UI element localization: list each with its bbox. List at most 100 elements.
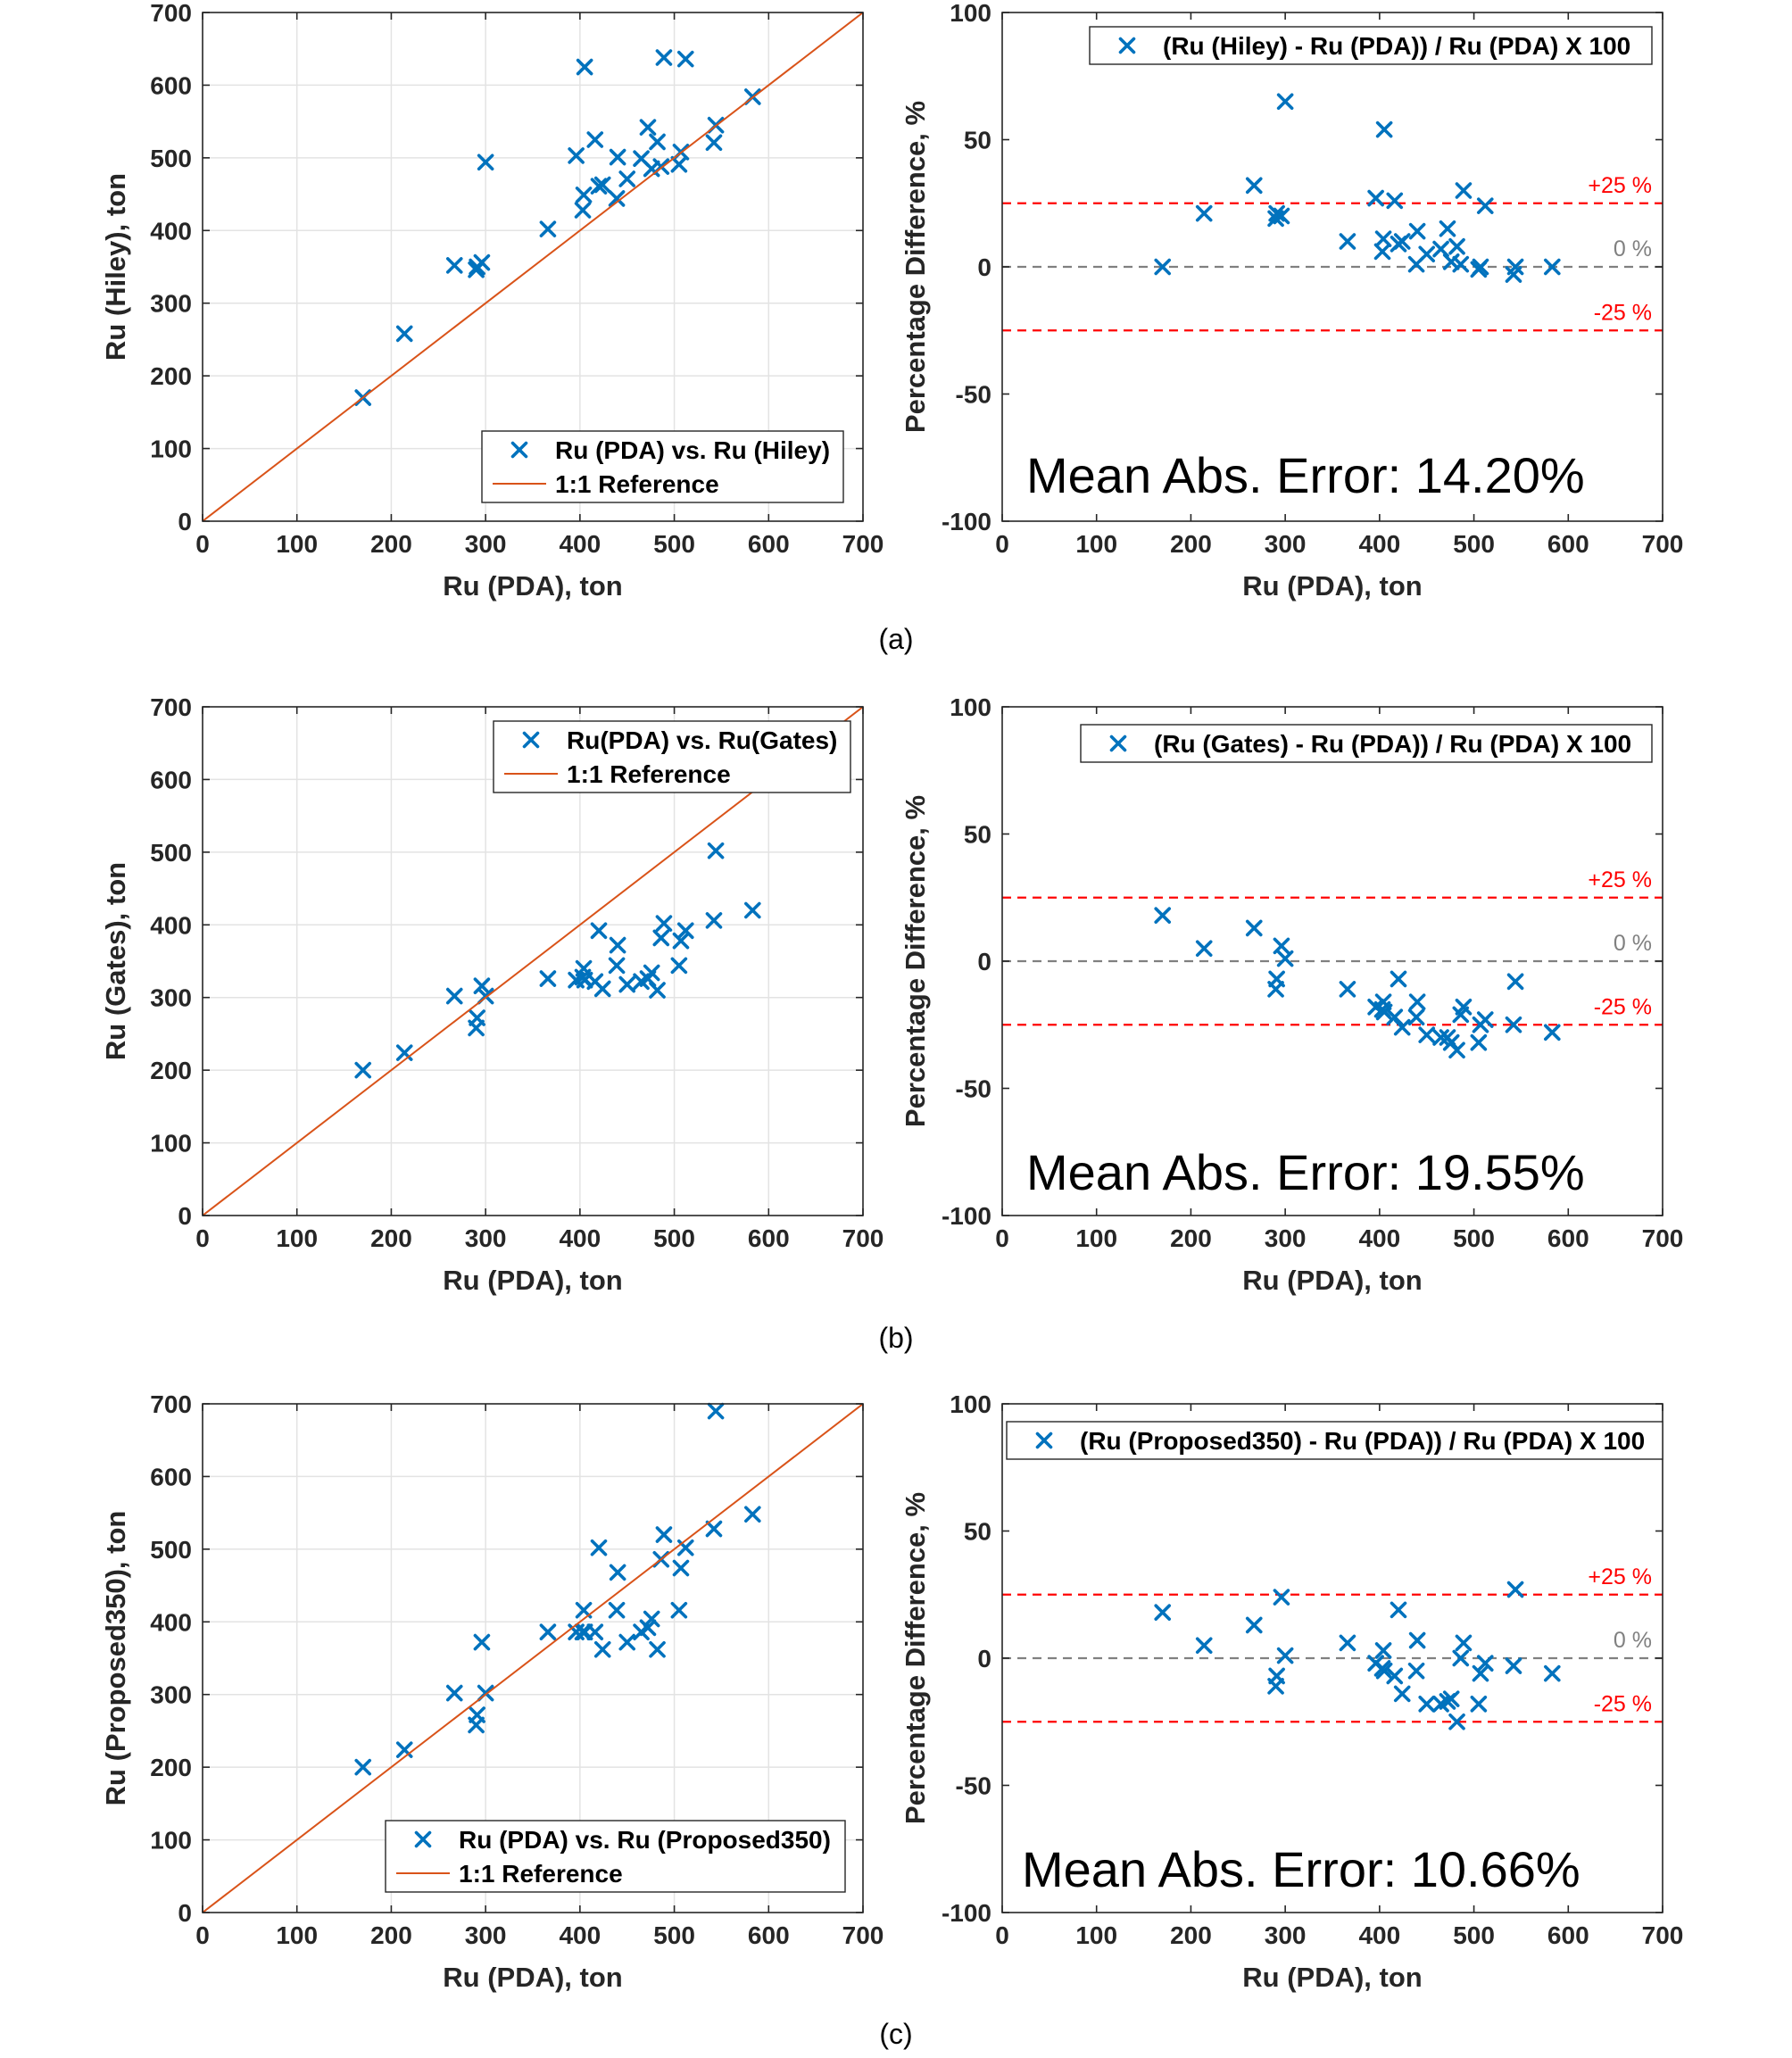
data-point: [469, 1706, 485, 1723]
legend: Ru(PDA) vs. Ru(Gates) 1:1 Reference: [493, 720, 851, 793]
y-tick-label: 50: [964, 821, 991, 849]
data-point: [539, 1623, 557, 1640]
data-point: [1506, 258, 1524, 276]
legend-box: [493, 720, 851, 793]
data-point: [1472, 258, 1489, 276]
y-tick-label: 0: [178, 1899, 192, 1927]
data-point: [1390, 1601, 1407, 1619]
x-axis-label: Ru (PDA), ton: [443, 1962, 622, 1993]
data-point: [354, 1758, 372, 1776]
y-tick-label: 400: [150, 1608, 192, 1636]
y-tick-label: 500: [150, 839, 192, 867]
legend-entry-label: 1:1 Reference: [567, 760, 731, 788]
legend-box: [1089, 26, 1653, 65]
data-point: [655, 1526, 673, 1543]
y-tick-label: 50: [964, 127, 991, 154]
x-tick-label: 600: [1547, 1224, 1589, 1252]
axes-box: [202, 12, 864, 522]
data-point: [1268, 1667, 1285, 1685]
y-tick-label: 300: [150, 984, 192, 1012]
x-tick-label: 700: [842, 530, 884, 558]
y-tick-label: 100: [150, 1130, 192, 1158]
reference-line-label: -25 %: [1594, 994, 1652, 1019]
data-point: [705, 1520, 723, 1538]
data-point: [744, 1506, 761, 1523]
data-point: [1506, 973, 1524, 991]
data-point: [1476, 1011, 1494, 1028]
y-tick-label: 200: [150, 362, 192, 390]
x-tick-label: 600: [748, 1224, 790, 1252]
data-point: [1339, 981, 1356, 998]
data-point: [1455, 1634, 1473, 1652]
data-point: [593, 980, 611, 998]
x-axis-label: Ru (PDA), ton: [1242, 1265, 1422, 1296]
y-tick-label: 700: [150, 0, 192, 27]
reference-line-label: +25 %: [1588, 173, 1652, 198]
data-point: [1506, 1581, 1524, 1598]
data-point: [609, 936, 626, 954]
data-point: [643, 1610, 660, 1628]
x-tick-label: 100: [1075, 1921, 1117, 1949]
data-point: [445, 987, 463, 1005]
data-point: [590, 1539, 608, 1556]
data-point: [1154, 258, 1172, 276]
data-point: [618, 170, 636, 187]
data-point: [593, 176, 611, 194]
reference-line-label: 0 %: [1614, 237, 1652, 261]
data-point: [576, 58, 593, 76]
x-tick-label: 500: [1453, 1224, 1495, 1252]
x-tick-label: 500: [1453, 1921, 1495, 1949]
data-point: [1408, 222, 1426, 240]
data-point: [655, 49, 673, 66]
x-tick-label: 500: [1453, 530, 1495, 558]
data-point: [1154, 907, 1172, 924]
caption-a: (a): [878, 623, 913, 655]
y-tick-label: -100: [942, 508, 991, 535]
data-point: [1472, 1664, 1489, 1682]
data-point: [1273, 207, 1290, 225]
data-point: [568, 147, 585, 164]
data-point: [1455, 999, 1473, 1016]
data-point: [1374, 1642, 1392, 1659]
data-point: [744, 901, 761, 919]
data-point: [676, 50, 694, 68]
legend-entry-label: Ru (PDA) vs. Ru (Hiley): [555, 436, 830, 464]
legend-box: [1080, 724, 1653, 763]
data-point: [609, 1564, 626, 1581]
x-tick-label: 300: [465, 1224, 507, 1252]
x-tick-label: 300: [1265, 1921, 1307, 1949]
data-point: [652, 929, 670, 947]
y-tick-label: -100: [942, 1202, 991, 1230]
data-point: [1393, 1685, 1411, 1703]
data-point: [1408, 1631, 1426, 1649]
y-tick-label: 400: [150, 911, 192, 939]
y-tick-label: 100: [150, 1827, 192, 1855]
data-point: [670, 957, 688, 975]
x-tick-label: 0: [195, 530, 210, 558]
data-point: [608, 190, 626, 207]
legend-marker-swatch: [1109, 734, 1127, 752]
reference-line-label: -25 %: [1594, 300, 1652, 325]
data-point: [1407, 1008, 1425, 1025]
data-point: [618, 975, 636, 993]
data-point: [477, 154, 494, 171]
y-tick-label: 400: [150, 217, 192, 245]
chart-b-right: +25 %0 %-25 %0 100 200 300 400 500 600 700-100-…: [900, 693, 1683, 1296]
data-point: [1154, 1604, 1172, 1621]
data-point: [1339, 233, 1356, 250]
chart-c-right: +25 %0 %-25 %0 100 200 300 400 500 600 700-100-…: [900, 1390, 1683, 1993]
mean-abs-error-annotation: Mean Abs. Error: 19.55%: [1026, 1144, 1585, 1200]
data-point: [1390, 970, 1407, 988]
x-tick-label: 0: [995, 1921, 1009, 1949]
reference-line-label: 0 %: [1614, 931, 1652, 956]
data-point: [1452, 255, 1470, 273]
x-tick-label: 400: [559, 1921, 601, 1949]
x-tick-label: 100: [1075, 1224, 1117, 1252]
data-point: [473, 977, 491, 994]
x-tick-label: 600: [748, 530, 790, 558]
data-point: [672, 932, 690, 950]
x-tick-label: 700: [842, 1224, 884, 1252]
x-tick-label: 400: [559, 1224, 601, 1252]
y-axis-label: Percentage Difference, %: [900, 101, 931, 433]
